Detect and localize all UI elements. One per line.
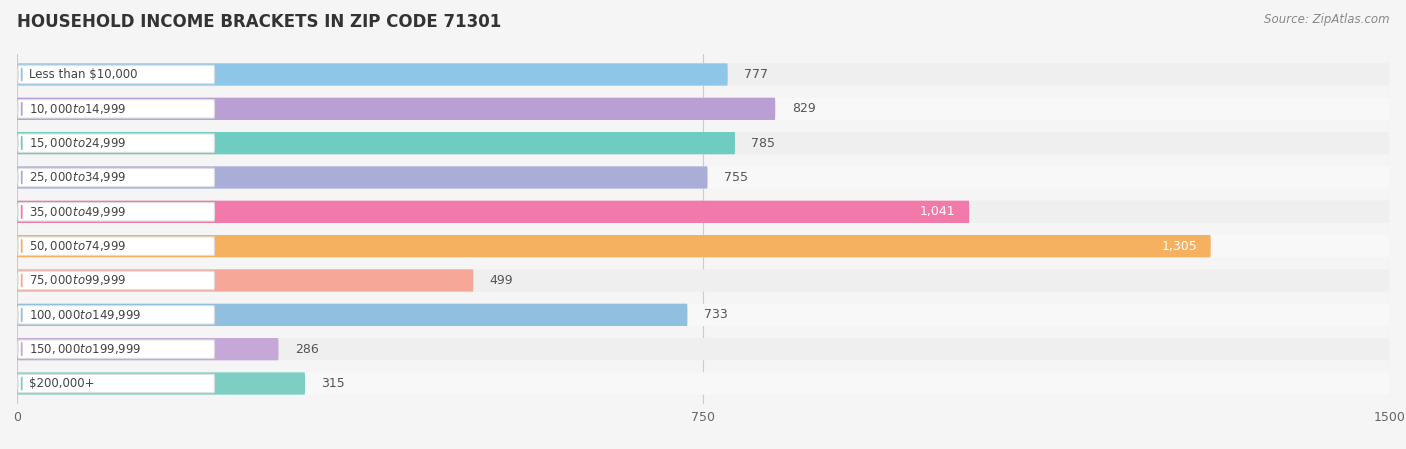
FancyBboxPatch shape: [17, 269, 1389, 292]
FancyBboxPatch shape: [17, 201, 969, 223]
FancyBboxPatch shape: [17, 235, 1211, 257]
FancyBboxPatch shape: [17, 269, 474, 292]
FancyBboxPatch shape: [17, 166, 707, 189]
FancyBboxPatch shape: [17, 132, 735, 154]
FancyBboxPatch shape: [17, 372, 305, 395]
FancyBboxPatch shape: [18, 100, 215, 118]
Text: 1,305: 1,305: [1161, 240, 1197, 253]
FancyBboxPatch shape: [17, 235, 1389, 257]
FancyBboxPatch shape: [18, 134, 215, 152]
Text: HOUSEHOLD INCOME BRACKETS IN ZIP CODE 71301: HOUSEHOLD INCOME BRACKETS IN ZIP CODE 71…: [17, 13, 501, 31]
Text: 755: 755: [724, 171, 748, 184]
Text: 829: 829: [792, 102, 815, 115]
Text: 286: 286: [295, 343, 319, 356]
FancyBboxPatch shape: [18, 237, 215, 255]
Text: 1,041: 1,041: [920, 205, 956, 218]
Text: $100,000 to $149,999: $100,000 to $149,999: [30, 308, 142, 322]
Text: $50,000 to $74,999: $50,000 to $74,999: [30, 239, 127, 253]
FancyBboxPatch shape: [17, 304, 1389, 326]
FancyBboxPatch shape: [17, 201, 1389, 223]
FancyBboxPatch shape: [17, 63, 728, 86]
FancyBboxPatch shape: [17, 166, 1389, 189]
FancyBboxPatch shape: [18, 306, 215, 324]
FancyBboxPatch shape: [18, 340, 215, 358]
Text: 733: 733: [704, 308, 728, 321]
Text: 777: 777: [744, 68, 768, 81]
FancyBboxPatch shape: [18, 65, 215, 84]
FancyBboxPatch shape: [18, 271, 215, 290]
FancyBboxPatch shape: [18, 202, 215, 221]
Text: 315: 315: [322, 377, 346, 390]
Text: 499: 499: [489, 274, 513, 287]
FancyBboxPatch shape: [17, 338, 1389, 360]
FancyBboxPatch shape: [17, 63, 1389, 86]
Text: $15,000 to $24,999: $15,000 to $24,999: [30, 136, 127, 150]
Text: $10,000 to $14,999: $10,000 to $14,999: [30, 102, 127, 116]
FancyBboxPatch shape: [17, 132, 1389, 154]
Text: 785: 785: [751, 136, 776, 150]
FancyBboxPatch shape: [18, 374, 215, 393]
FancyBboxPatch shape: [17, 338, 278, 360]
Text: Source: ZipAtlas.com: Source: ZipAtlas.com: [1264, 13, 1389, 26]
FancyBboxPatch shape: [18, 168, 215, 187]
FancyBboxPatch shape: [17, 97, 1389, 120]
Text: $35,000 to $49,999: $35,000 to $49,999: [30, 205, 127, 219]
FancyBboxPatch shape: [17, 97, 775, 120]
FancyBboxPatch shape: [17, 304, 688, 326]
Text: $25,000 to $34,999: $25,000 to $34,999: [30, 171, 127, 185]
Text: $200,000+: $200,000+: [30, 377, 94, 390]
Text: $150,000 to $199,999: $150,000 to $199,999: [30, 342, 142, 356]
FancyBboxPatch shape: [17, 372, 1389, 395]
Text: $75,000 to $99,999: $75,000 to $99,999: [30, 273, 127, 287]
Text: Less than $10,000: Less than $10,000: [30, 68, 138, 81]
